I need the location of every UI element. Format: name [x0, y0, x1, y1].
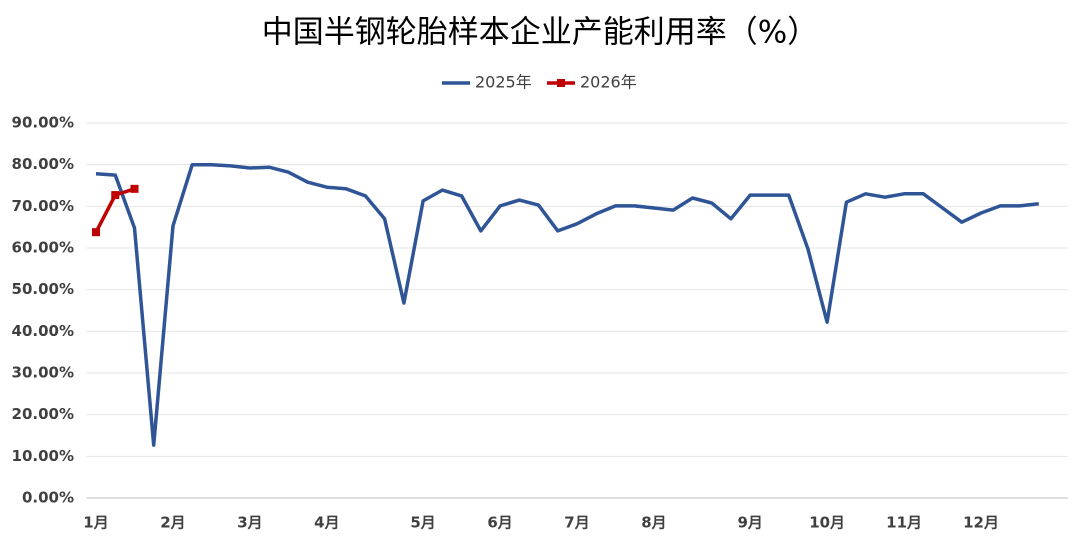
x-tick-label: 3月: [237, 514, 262, 532]
x-tick-label: 9月: [737, 514, 762, 532]
y-tick-label: 80.00%: [12, 155, 74, 173]
x-tick-label: 6月: [487, 514, 512, 532]
series-line: [95, 162, 1039, 447]
y-tick-label: 60.00%: [12, 239, 74, 257]
x-tick-label: 5月: [410, 514, 435, 532]
y-tick-label: 40.00%: [12, 322, 74, 340]
y-tick-label: 90.00%: [12, 114, 74, 132]
point-marker: [92, 228, 101, 237]
point-marker: [130, 184, 139, 193]
x-tick-label: 7月: [564, 514, 589, 532]
y-tick-label: 70.00%: [12, 197, 74, 215]
point-marker: [111, 191, 120, 200]
x-tick-label: 8月: [641, 514, 666, 532]
x-tick-label: 10月: [809, 514, 845, 532]
x-tick-label: 11月: [886, 514, 922, 532]
y-tick-label: 50.00%: [12, 280, 74, 298]
x-tick-label: 2月: [160, 514, 185, 532]
x-tick-label: 12月: [963, 514, 999, 532]
y-tick-label: 10.00%: [12, 447, 74, 465]
legend-marker: [557, 79, 565, 87]
legend-label: 2025年: [475, 73, 532, 92]
y-tick-label: 20.00%: [12, 405, 74, 423]
legend-label: 2026年: [580, 73, 637, 92]
x-tick-label: 4月: [314, 514, 339, 532]
y-tick-label: 30.00%: [12, 364, 74, 382]
x-tick-label: 1月: [83, 514, 108, 532]
y-tick-label: 0.00%: [22, 489, 74, 507]
chart-title: 中国半钢轮胎样本企业产能利用率（%）: [262, 15, 818, 51]
